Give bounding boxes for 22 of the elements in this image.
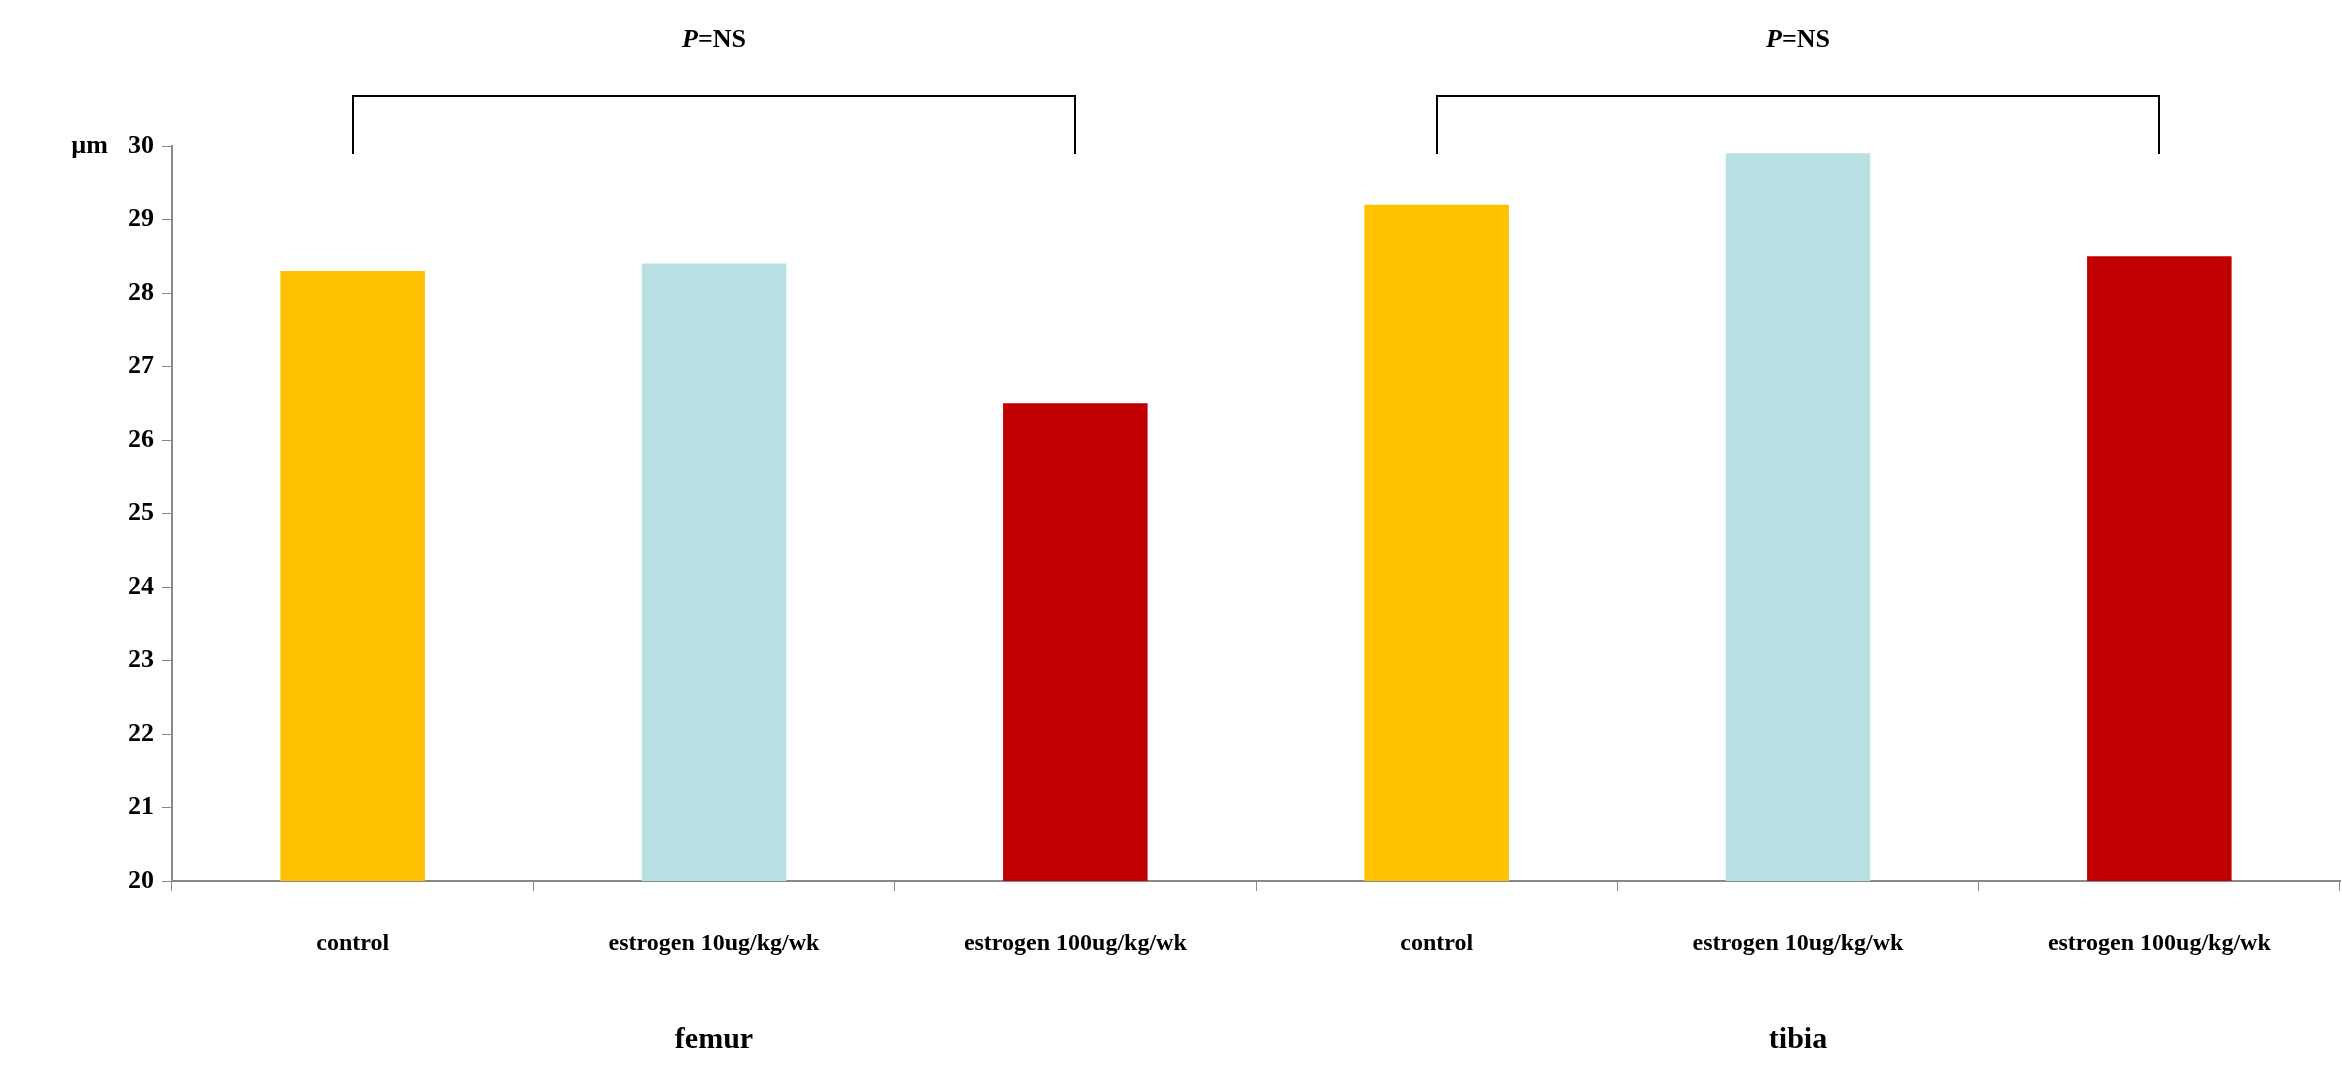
y-tick-label: 26 xyxy=(128,423,154,453)
y-tick-label: 22 xyxy=(128,717,154,747)
text: femur xyxy=(674,1020,754,1054)
y-tick-label: 27 xyxy=(128,350,154,380)
x-tick-label: estrogen 100ug/kg/wk xyxy=(963,928,1188,955)
text: P=NS xyxy=(681,23,746,53)
text: P=NS xyxy=(1765,23,1830,53)
y-tick-label: 25 xyxy=(128,497,154,527)
y-tick-label: 24 xyxy=(128,570,154,600)
y-tick-label: 20 xyxy=(128,864,154,894)
x-tick-label: estrogen 10ug/kg/wk xyxy=(608,928,821,955)
y-tick-label: 30 xyxy=(128,129,154,159)
x-tick-label: control xyxy=(316,928,390,955)
y-axis-title: µm xyxy=(71,129,109,159)
x-tick-label: estrogen 100ug/kg/wk xyxy=(2047,928,2272,955)
y-tick-label: 21 xyxy=(128,791,154,821)
y-tick-label: 29 xyxy=(128,203,154,233)
y-tick-label: 23 xyxy=(128,644,154,674)
x-tick-label: control xyxy=(1400,928,1474,955)
x-tick-label: estrogen 10ug/kg/wk xyxy=(1692,928,1905,955)
text: tibia xyxy=(1768,1020,1828,1054)
y-tick-label: 28 xyxy=(128,276,154,306)
